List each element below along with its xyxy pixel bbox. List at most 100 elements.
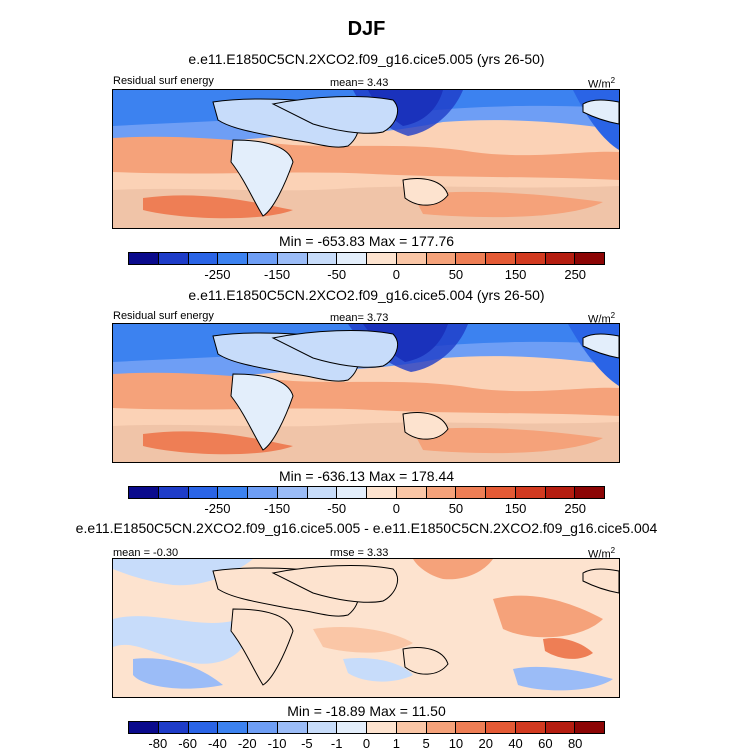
page-title: DJF (347, 18, 386, 40)
colorbar-tick-label: 250 (564, 501, 587, 516)
colorbar-segment (545, 253, 576, 264)
colorbar-tick-label: -50 (327, 501, 347, 516)
colorbar-segment (188, 253, 219, 264)
colorbar-segment (188, 722, 219, 733)
panel2-mean-label: mean= 3.73 (330, 312, 389, 324)
colorbar-segment (396, 487, 427, 498)
panel1-colorbar-ticks: -250 -150 -50 0 50 150 250 (128, 267, 605, 283)
colorbar-segment (158, 487, 189, 498)
colorbar-segment (129, 722, 159, 733)
colorbar-segment (426, 722, 457, 733)
colorbar-segment (456, 487, 486, 498)
panel2-variable-label: Residual surf energy (113, 310, 214, 322)
colorbar-segment (515, 722, 546, 733)
panel1-map (112, 89, 620, 229)
colorbar-tick-label: 50 (448, 501, 464, 516)
colorbar-tick-label: -5 (301, 736, 313, 751)
colorbar-segment (277, 487, 308, 498)
colorbar-segment (545, 722, 576, 733)
panel3-mean-label: mean = -0.30 (113, 547, 179, 559)
colorbar-tick-label: -50 (327, 267, 347, 282)
panel1-variable-label: Residual surf energy (113, 75, 214, 87)
colorbar-segment (307, 253, 338, 264)
colorbar-tick-label: -10 (267, 736, 287, 751)
colorbar-segment (158, 722, 189, 733)
colorbar-tick-label: 150 (504, 501, 527, 516)
colorbar-segment (426, 253, 457, 264)
colorbar-tick-label: 0 (362, 736, 371, 751)
colorbar-segment (486, 722, 516, 733)
panel2-title: e.e11.E1850C5CN.2XCO2.f09_g16.cice5.004 … (188, 287, 545, 303)
colorbar-segment (396, 253, 427, 264)
colorbar-tick-label: 20 (478, 736, 493, 751)
panel3-title: e.e11.E1850C5CN.2XCO2.f09_g16.cice5.005 … (75, 520, 658, 536)
colorbar-segment (307, 722, 338, 733)
colorbar-tick-label: 1 (392, 736, 400, 751)
panel1-mean-label: mean= 3.43 (330, 77, 389, 89)
colorbar-tick-label: 60 (538, 736, 553, 751)
colorbar-tick-label: -150 (264, 501, 291, 516)
colorbar-tick-label: -40 (208, 736, 227, 751)
colorbar-segment (456, 722, 486, 733)
colorbar-tick-label: 40 (508, 736, 523, 751)
panel3-colorbar-ticks: -80 -60 -40 -20 -10 -5 -1 0 1 5 10 20 40 60 80 (128, 736, 605, 752)
colorbar-segment (307, 487, 338, 498)
colorbar-segment (158, 253, 189, 264)
panel3-stats: Min = -18.89 Max = 11.50 (287, 703, 446, 719)
colorbar-segment (129, 487, 159, 498)
panel3-rmse-label: rmse = 3.33 (330, 547, 389, 559)
colorbar-tick-label: -250 (204, 501, 231, 516)
colorbar-segment (456, 253, 486, 264)
colorbar-tick-label: -20 (237, 736, 257, 751)
colorbar-segment (277, 722, 308, 733)
colorbar-segment (515, 487, 546, 498)
colorbar-segment (426, 487, 457, 498)
panel3-map (112, 558, 620, 698)
panel2-stats: Min = -636.13 Max = 178.44 (278, 468, 455, 484)
colorbar-tick-label: 10 (448, 736, 464, 751)
panel1-colorbar (128, 252, 605, 265)
colorbar-segment (248, 722, 278, 733)
colorbar-segment (545, 487, 576, 498)
colorbar-segment (218, 253, 248, 264)
colorbar-tick-label: -1 (330, 736, 343, 751)
panel3-units: W/m2 (588, 546, 616, 561)
colorbar-segment (367, 253, 397, 264)
colorbar-segment (129, 253, 159, 264)
colorbar-segment (367, 487, 397, 498)
colorbar-segment (486, 253, 516, 264)
colorbar-segment (515, 253, 546, 264)
colorbar-segment (188, 487, 219, 498)
colorbar-tick-label: -60 (178, 736, 198, 751)
colorbar-segment (575, 253, 604, 264)
colorbar-segment (575, 487, 604, 498)
colorbar-segment (218, 487, 248, 498)
colorbar-tick-label: -250 (204, 267, 231, 282)
colorbar-segment (337, 253, 367, 264)
panel2-colorbar (128, 486, 605, 499)
panel1-units: W/m2 (588, 76, 616, 91)
colorbar-tick-label: 250 (564, 267, 587, 282)
panel2-colorbar-ticks: -250 -150 -50 0 50 150 250 (128, 501, 605, 517)
colorbar-segment (248, 487, 278, 498)
colorbar-tick-label: -80 (148, 736, 168, 751)
colorbar-tick-label: 0 (392, 501, 400, 516)
colorbar-tick-label: -150 (264, 267, 291, 282)
colorbar-segment (337, 487, 367, 498)
colorbar-segment (575, 722, 604, 733)
panel1-title: e.e11.E1850C5CN.2XCO2.f09_g16.cice5.005 … (188, 51, 545, 67)
panel3-colorbar (128, 721, 605, 734)
panel2-units: W/m2 (588, 311, 616, 326)
colorbar-segment (248, 253, 278, 264)
colorbar-tick-label: 150 (504, 267, 527, 282)
colorbar-segment (486, 487, 516, 498)
colorbar-segment (277, 253, 308, 264)
colorbar-tick-label: 0 (392, 267, 400, 282)
colorbar-tick-label: 5 (422, 736, 430, 751)
colorbar-segment (337, 722, 367, 733)
panel2-map (112, 323, 620, 463)
colorbar-tick-label: 80 (567, 736, 583, 751)
colorbar-segment (396, 722, 427, 733)
colorbar-segment (367, 722, 397, 733)
panel1-stats: Min = -653.83 Max = 177.76 (278, 233, 455, 249)
